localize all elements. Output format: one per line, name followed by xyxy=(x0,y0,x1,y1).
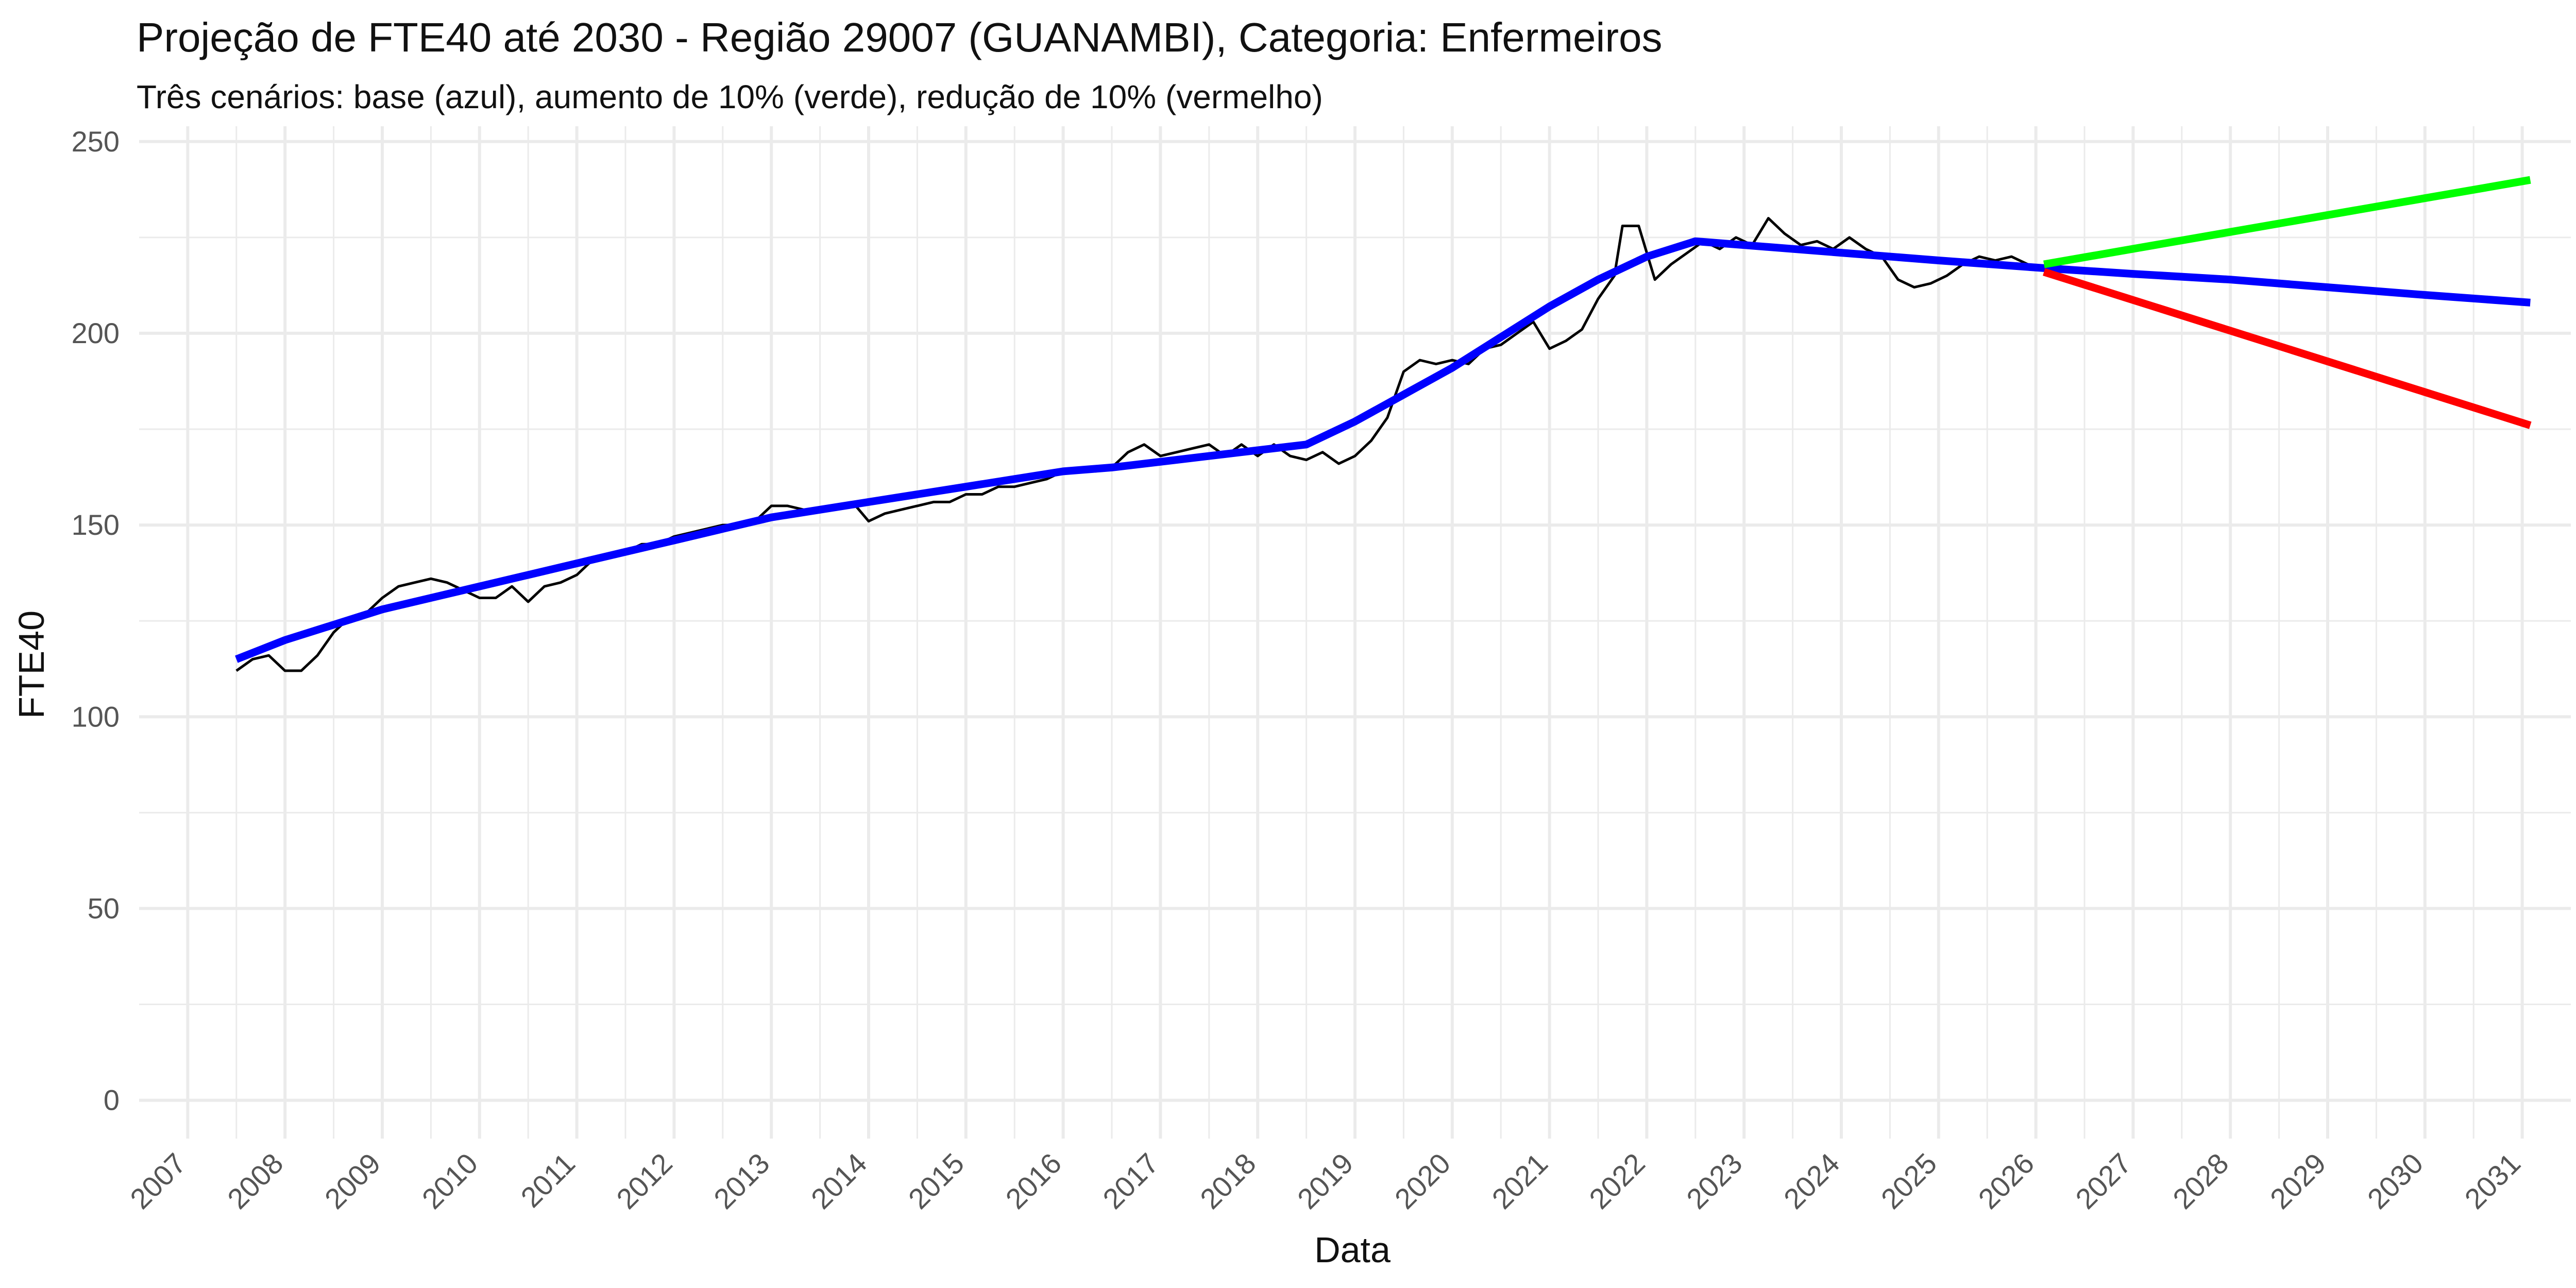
series-line-0 xyxy=(235,217,2044,672)
y-tick-label: 200 xyxy=(72,317,120,349)
y-tick-label: 150 xyxy=(72,509,120,541)
y-axis-ticks: 0 50 100 150 200 250 xyxy=(72,125,120,1116)
y-tick-label: 250 xyxy=(72,125,120,158)
y-axis-title: FTE40 xyxy=(11,611,52,719)
series-line-3 xyxy=(2043,268,2532,429)
y-tick-label: 0 xyxy=(104,1084,120,1116)
series-line-1 xyxy=(235,237,2531,663)
grid-lines xyxy=(139,126,2571,1139)
series-line-2 xyxy=(2043,176,2531,268)
y-tick-label: 50 xyxy=(88,892,120,924)
y-tick-label: 100 xyxy=(72,700,120,733)
chart-subtitle: Três cenários: base (azul), aumento de 1… xyxy=(137,78,1323,115)
series-lines xyxy=(235,176,2532,672)
chart-title: Projeção de FTE40 até 2030 - Região 2900… xyxy=(137,14,1662,60)
x-axis-title: Data xyxy=(1314,1230,1391,1270)
